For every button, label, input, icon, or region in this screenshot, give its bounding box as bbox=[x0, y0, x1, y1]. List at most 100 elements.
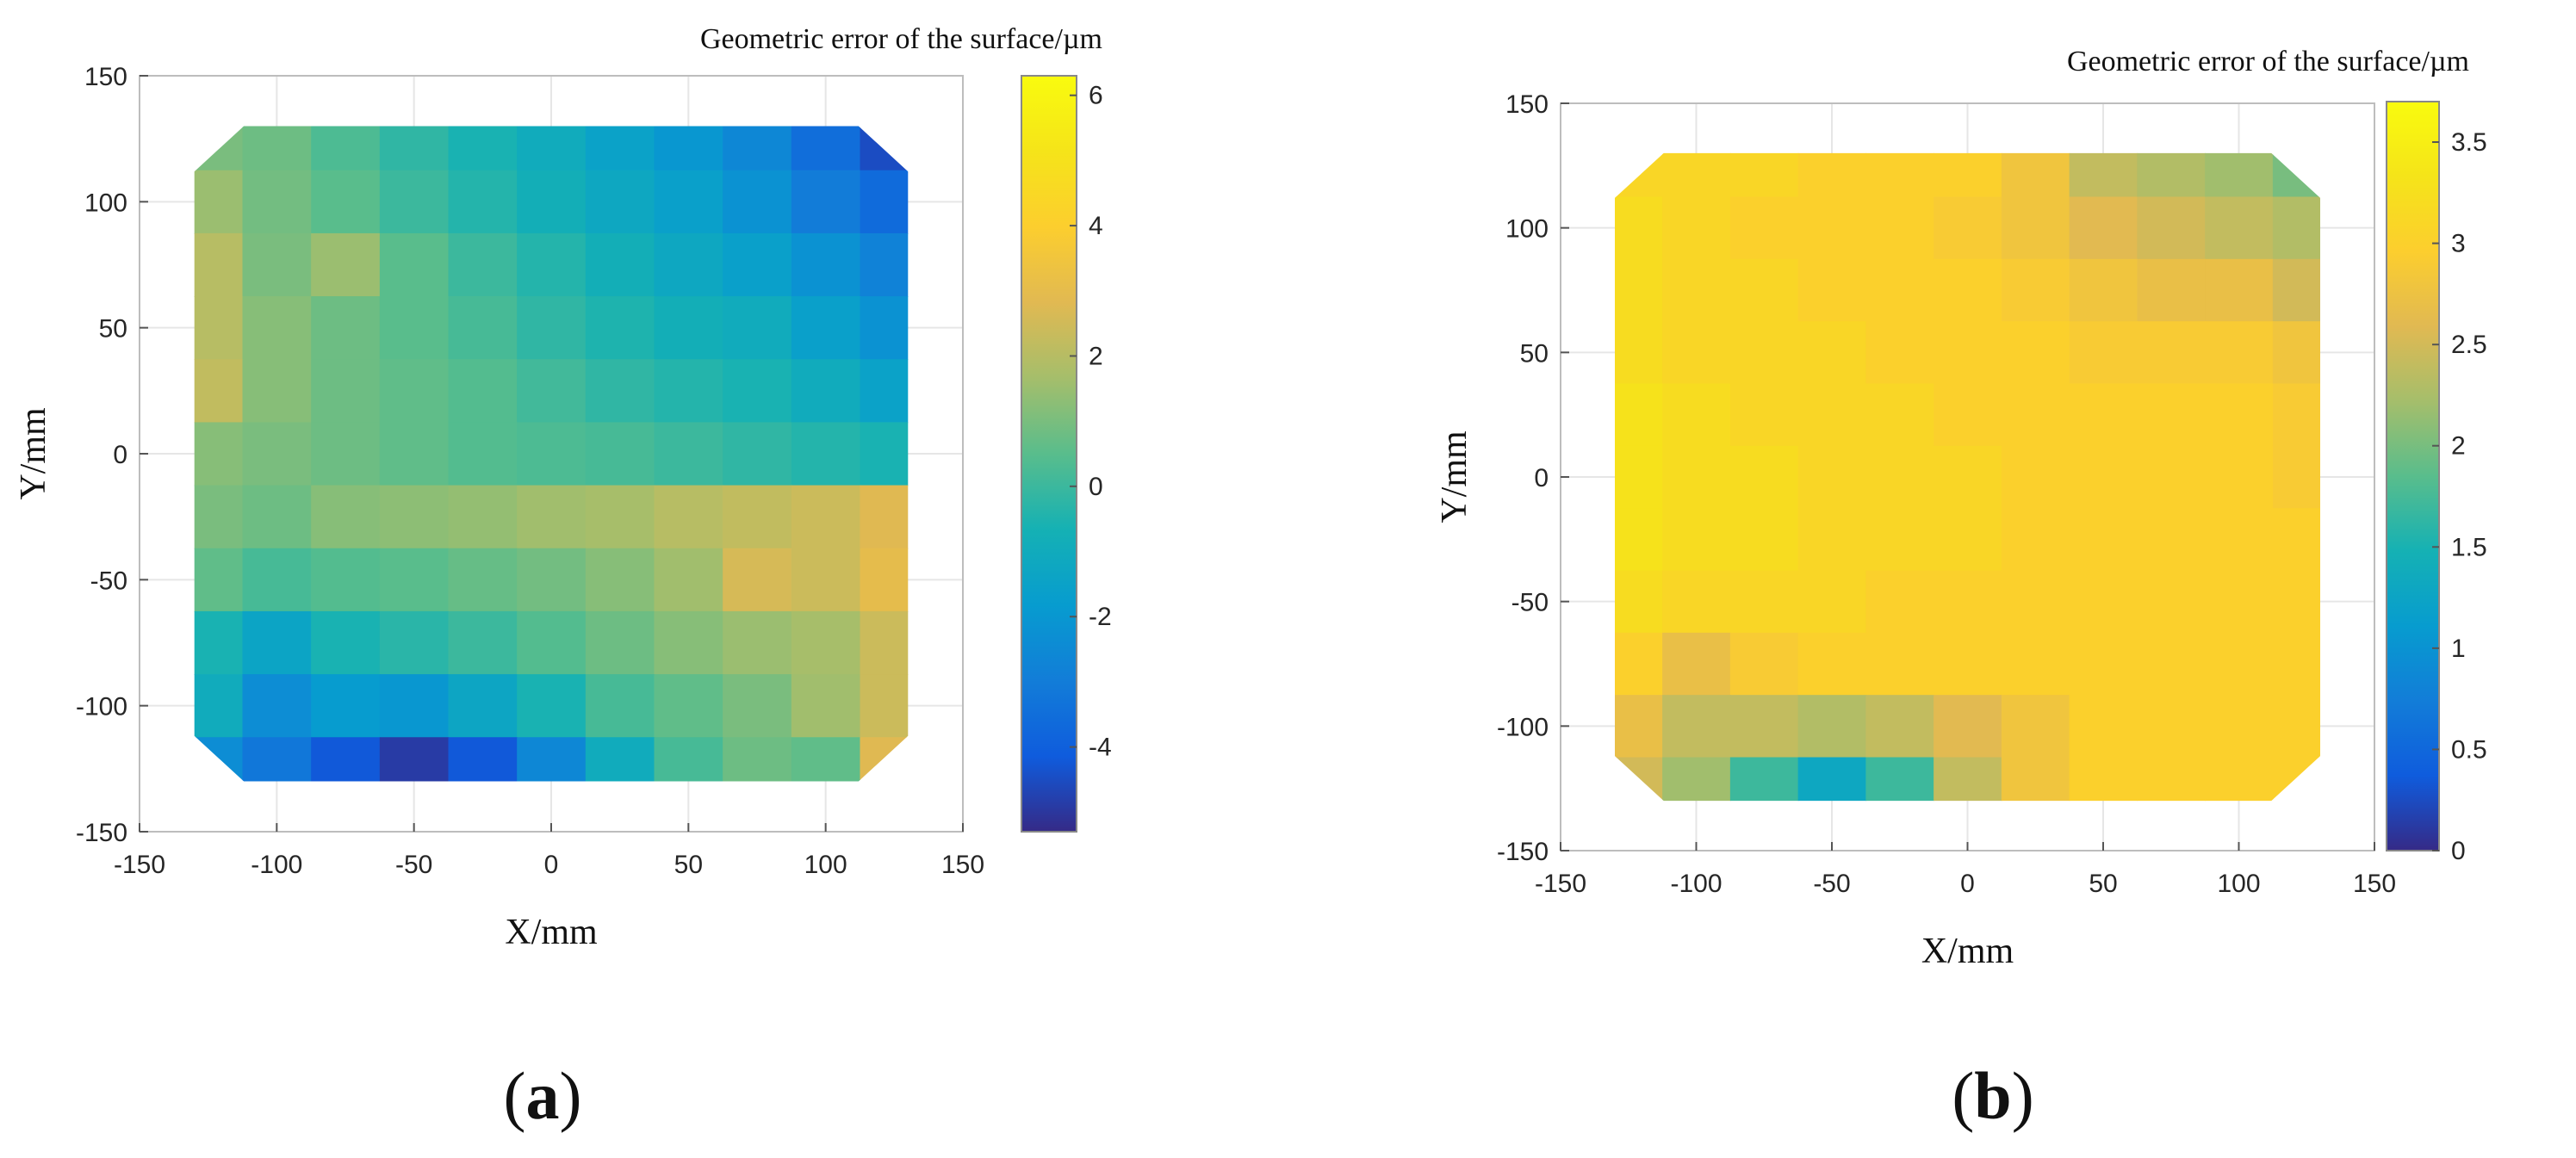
heatmap-cell bbox=[194, 170, 244, 234]
heatmap-cell bbox=[311, 359, 381, 424]
heatmap-cell bbox=[1615, 383, 1663, 447]
heatmap-cell bbox=[1865, 508, 1934, 572]
heatmap-cell bbox=[2137, 508, 2206, 572]
y-axis-label: Y/mm bbox=[1435, 430, 1474, 523]
heatmap-cell bbox=[379, 232, 450, 297]
heatmap-cell bbox=[1615, 258, 1663, 322]
colorbar-tick-label: 3.5 bbox=[2451, 128, 2487, 157]
heatmap-cell bbox=[517, 674, 587, 739]
heatmap-cell bbox=[242, 296, 312, 361]
heatmap-cell bbox=[2272, 695, 2320, 759]
heatmap-cell bbox=[517, 126, 587, 171]
heatmap-cell bbox=[311, 737, 381, 782]
tick-labels: -150 -100 -50 0 50 100 150 -150 -100 -50 0 50 100 150 bbox=[1497, 90, 2396, 898]
heatmap-cell bbox=[448, 422, 518, 486]
heatmap-cell bbox=[311, 296, 381, 361]
x-tick-label: 100 bbox=[2217, 870, 2260, 898]
heatmap-cell bbox=[448, 674, 518, 739]
heatmap-cell bbox=[448, 232, 518, 297]
x-tick-label: -100 bbox=[251, 851, 302, 879]
colorbar-tick-label: 1.5 bbox=[2451, 533, 2487, 561]
heatmap-cell bbox=[242, 737, 312, 782]
heatmap-cell bbox=[2069, 258, 2138, 322]
heatmap-cells bbox=[1615, 152, 2320, 802]
heatmap-cell bbox=[1934, 152, 2002, 198]
heatmap-cell bbox=[448, 296, 518, 361]
heatmap-cell bbox=[1729, 383, 1799, 447]
heatmap-cell bbox=[379, 296, 450, 361]
heatmap-cell bbox=[242, 126, 312, 171]
heatmap-cell bbox=[517, 548, 587, 612]
x-tick-label: -50 bbox=[395, 851, 432, 879]
heatmap-cell bbox=[2001, 152, 2070, 198]
heatmap-cell bbox=[242, 485, 312, 549]
y-tick-label: 150 bbox=[84, 63, 127, 91]
heatmap-cell bbox=[1615, 632, 1663, 696]
heatmap-cell bbox=[517, 232, 587, 297]
y-tick-label: 100 bbox=[1505, 215, 1549, 244]
colorbar-tick-label: -4 bbox=[1089, 734, 1112, 762]
heatmap-cell bbox=[791, 610, 861, 675]
heatmap-cell bbox=[1615, 508, 1663, 572]
heatmap-cell bbox=[2205, 152, 2274, 198]
heatmap-cell bbox=[311, 126, 381, 171]
heatmap-cell bbox=[2001, 508, 2070, 572]
heatmap-cell bbox=[1615, 570, 1663, 634]
colorbar-tick-label: 2 bbox=[2451, 432, 2466, 461]
heatmap-cell bbox=[379, 359, 450, 424]
heatmap-cell bbox=[2272, 445, 2320, 509]
heatmap-cell bbox=[1797, 570, 1867, 634]
heatmap-cell bbox=[1934, 757, 2002, 802]
heatmap-cell bbox=[2205, 321, 2274, 385]
heatmap-cell bbox=[723, 296, 792, 361]
heatmap-cell bbox=[1865, 632, 1934, 696]
heatmap-cell bbox=[1934, 196, 2002, 260]
heatmap-cell bbox=[1729, 695, 1799, 759]
heatmap-cell bbox=[1865, 757, 1934, 802]
y-tick-label: -50 bbox=[90, 567, 127, 595]
heatmap-cell bbox=[2069, 570, 2138, 634]
heatmap-cells bbox=[194, 126, 909, 782]
y-tick-label: -100 bbox=[76, 693, 127, 721]
colorbar-tick-label: 0 bbox=[2451, 837, 2466, 865]
y-tick-label: -100 bbox=[1497, 713, 1549, 741]
heatmap-cell bbox=[2272, 632, 2320, 696]
heatmap-cell bbox=[2205, 445, 2274, 509]
heatmap-cell bbox=[723, 610, 792, 675]
colorbar-tick-label: 1 bbox=[2451, 635, 2466, 663]
colorbar-gradient bbox=[2386, 101, 2440, 851]
heatmap-cell bbox=[654, 232, 723, 297]
heatmap-cell bbox=[1729, 258, 1799, 322]
heatmap-cell bbox=[654, 359, 723, 424]
heatmap-cell bbox=[723, 170, 792, 234]
colorbar-tick-label: 3 bbox=[2451, 230, 2466, 258]
heatmap-cell bbox=[723, 422, 792, 486]
heatmap-chart-a: -150 -100 -50 0 50 100 150 -150 -100 -50 0 50 100 150… bbox=[14, 23, 1112, 952]
heatmap-cell bbox=[311, 485, 381, 549]
heatmap-cell bbox=[1662, 196, 1731, 260]
colorbar-tick-label: -2 bbox=[1089, 603, 1112, 631]
colorbar-tick-label: 0.5 bbox=[2451, 735, 2487, 764]
heatmap-cell bbox=[517, 485, 587, 549]
heatmap-cell bbox=[723, 485, 792, 549]
heatmap-cell bbox=[585, 422, 655, 486]
heatmap-cell bbox=[2069, 152, 2138, 198]
heatmap-cell bbox=[1729, 632, 1799, 696]
heatmap-cell bbox=[1934, 570, 2002, 634]
heatmap-cell bbox=[1934, 258, 2002, 322]
heatmap-cell bbox=[194, 548, 244, 612]
heatmap-cell bbox=[1934, 321, 2002, 385]
heatmap-cell bbox=[379, 610, 450, 675]
heatmap-cell bbox=[2205, 196, 2274, 260]
heatmap-cell bbox=[2272, 508, 2320, 572]
heatmap-cell bbox=[585, 296, 655, 361]
colorbar: -4 -2 0 2 4 6 bbox=[1021, 75, 1112, 833]
heatmap-cell bbox=[2001, 445, 2070, 509]
heatmap-cell bbox=[791, 548, 861, 612]
heatmap-cell bbox=[1797, 258, 1867, 322]
heatmap-cell bbox=[791, 296, 861, 361]
heatmap-cell bbox=[1615, 695, 1663, 759]
heatmap-cell bbox=[654, 485, 723, 549]
heatmap-cell bbox=[1662, 445, 1731, 509]
colorbar-gradient bbox=[1021, 75, 1077, 833]
